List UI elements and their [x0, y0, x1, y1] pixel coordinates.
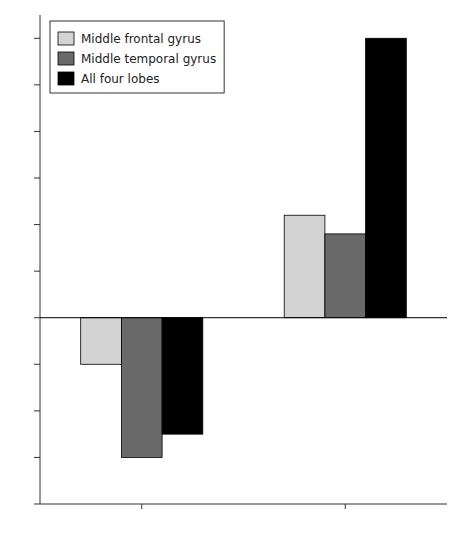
bar	[162, 318, 203, 434]
y-tick	[34, 410, 40, 411]
chart-svg: Middle frontal gyrus Middle temporal gyru…	[0, 0, 462, 534]
y-tick	[34, 317, 40, 318]
zero-line	[40, 317, 447, 318]
bar	[81, 318, 122, 365]
y-tick	[34, 84, 40, 85]
legend-box	[50, 21, 224, 93]
y-tick	[34, 131, 40, 132]
bar	[366, 38, 407, 317]
bars	[81, 38, 407, 457]
y-tick	[34, 224, 40, 225]
legend-label: Middle frontal gyrus	[81, 32, 201, 46]
legend-swatch	[58, 32, 74, 45]
legend-label: All four lobes	[81, 72, 160, 86]
x-axis-line	[40, 504, 447, 505]
y-tick	[34, 271, 40, 272]
x-tick	[141, 504, 142, 509]
bar	[284, 215, 325, 317]
chart-container: Middle frontal gyrus Middle temporal gyru…	[0, 0, 462, 534]
legend-swatch	[58, 72, 74, 85]
bar	[121, 318, 162, 458]
legend-label: Middle temporal gyrus	[81, 52, 216, 66]
y-tick	[34, 364, 40, 365]
legend-swatch	[58, 52, 74, 65]
y-tick	[34, 504, 40, 505]
y-tick	[34, 38, 40, 39]
y-tick	[34, 457, 40, 458]
legend: Middle frontal gyrus Middle temporal gyru…	[50, 21, 224, 93]
x-tick	[345, 504, 346, 509]
y-axis-line	[40, 15, 41, 504]
bar	[325, 234, 366, 318]
y-tick	[34, 178, 40, 179]
